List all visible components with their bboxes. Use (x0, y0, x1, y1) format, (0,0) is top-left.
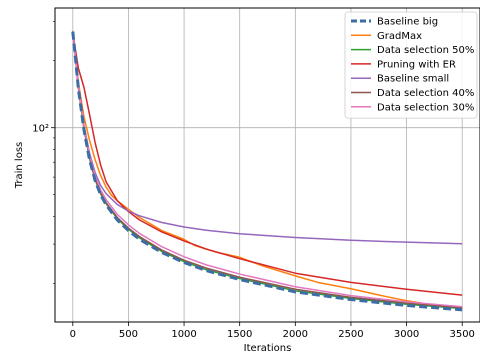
x-tick-label: 3500 (449, 329, 474, 340)
legend-entry-label: Baseline small (377, 74, 449, 85)
legend: Baseline big GradMax Data selection 50% Pru… (344, 11, 478, 119)
legend-entry-label: Baseline big (377, 17, 438, 28)
legend-entry-label: Pruning with ER (377, 59, 456, 70)
x-tick-label: 0 (70, 329, 76, 340)
series-line-data-selection-30- (72, 30, 463, 308)
legend-box (344, 11, 478, 119)
y-tick-label: 10² (32, 124, 49, 135)
x-tick-label: 2000 (283, 329, 308, 340)
legend-entry-label: Data selection 50% (377, 45, 474, 56)
x-axis-label: Iterations (244, 343, 292, 354)
series-layer (71, 30, 463, 312)
x-tick-label: 3000 (394, 329, 419, 340)
axis-ticks: 0 500 1000 1500 2000 2500 3000 3500 10² (32, 21, 475, 340)
x-tick-label: 2500 (338, 329, 363, 340)
series-line-baseline-big (71, 31, 463, 312)
y-axis-label: Train loss (14, 142, 25, 190)
legend-entry-label: Data selection 30% (377, 102, 474, 113)
x-tick-label: 500 (119, 329, 138, 340)
x-tick-label: 1000 (171, 329, 196, 340)
plot-frame (54, 7, 480, 323)
legend-entry-label: GradMax (377, 31, 422, 42)
series-line-gradmax (72, 31, 463, 309)
legend-entry-label: Data selection 40% (377, 88, 474, 99)
x-tick-label: 1500 (227, 329, 252, 340)
